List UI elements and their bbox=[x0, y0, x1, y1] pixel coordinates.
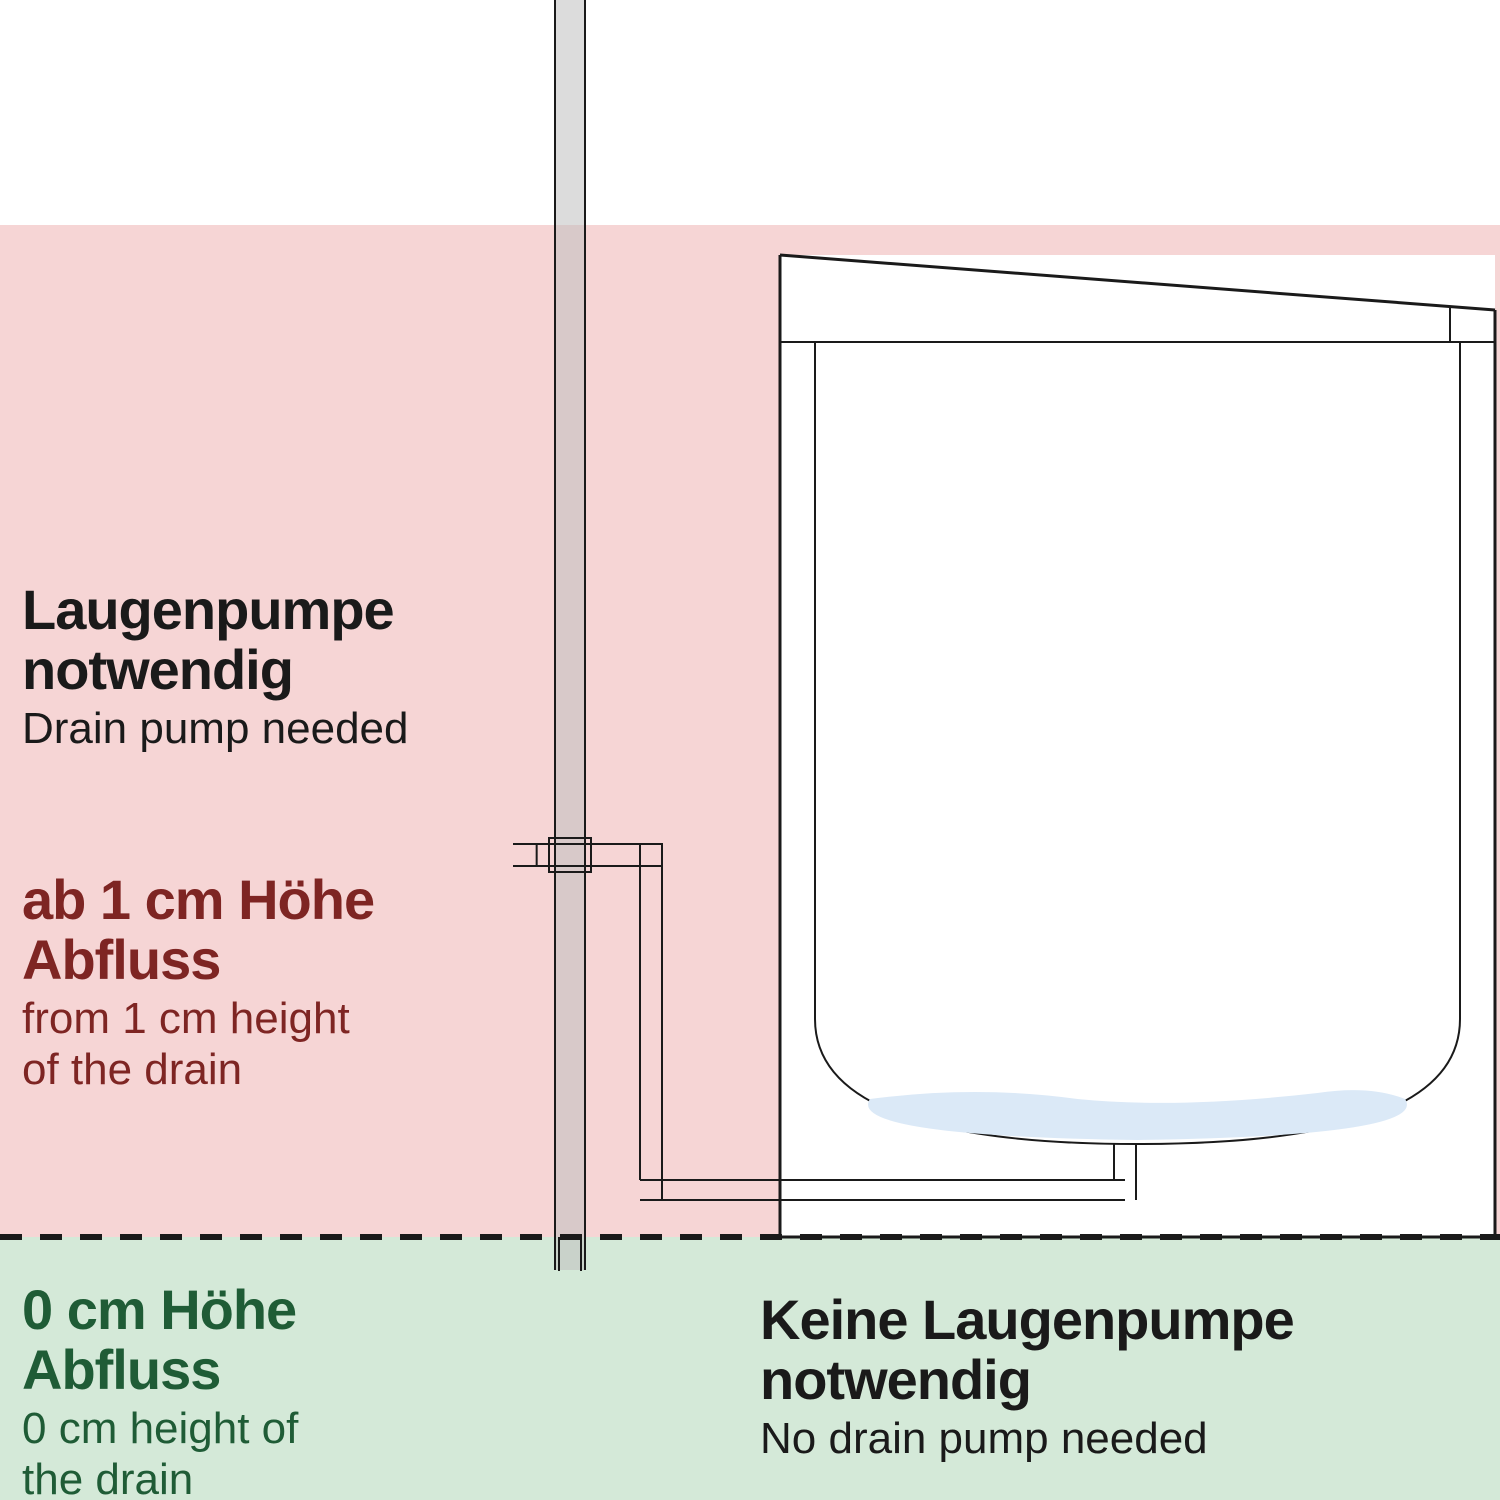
label-pump-needed: Laugenpumpe notwendig Drain pump needed bbox=[22, 580, 408, 752]
label-0cm-de-2: Abfluss bbox=[22, 1340, 298, 1400]
label-no-pump-en: No drain pump needed bbox=[760, 1415, 1294, 1463]
label-no-pump: Keine Laugenpumpe notwendig No drain pum… bbox=[760, 1290, 1294, 1462]
label-from-1cm: ab 1 cm Höhe Abfluss from 1 cm height of… bbox=[22, 870, 374, 1094]
label-0cm: 0 cm Höhe Abfluss 0 cm height of the dra… bbox=[22, 1280, 298, 1500]
label-0cm-de-1: 0 cm Höhe bbox=[22, 1280, 298, 1340]
label-from-1cm-en-2: of the drain bbox=[22, 1046, 374, 1094]
label-from-1cm-de-2: Abfluss bbox=[22, 930, 374, 990]
label-from-1cm-de-1: ab 1 cm Höhe bbox=[22, 870, 374, 930]
label-no-pump-de-2: notwendig bbox=[760, 1350, 1294, 1410]
label-0cm-en-2: the drain bbox=[22, 1456, 298, 1500]
label-pump-needed-de-1: Laugenpumpe bbox=[22, 580, 408, 640]
label-from-1cm-en-1: from 1 cm height bbox=[22, 995, 374, 1043]
label-0cm-en-1: 0 cm height of bbox=[22, 1405, 298, 1453]
label-pump-needed-en: Drain pump needed bbox=[22, 705, 408, 753]
label-pump-needed-de-2: notwendig bbox=[22, 640, 408, 700]
label-no-pump-de-1: Keine Laugenpumpe bbox=[760, 1290, 1294, 1350]
diagram-stage: Laugenpumpe notwendig Drain pump needed … bbox=[0, 0, 1500, 1500]
